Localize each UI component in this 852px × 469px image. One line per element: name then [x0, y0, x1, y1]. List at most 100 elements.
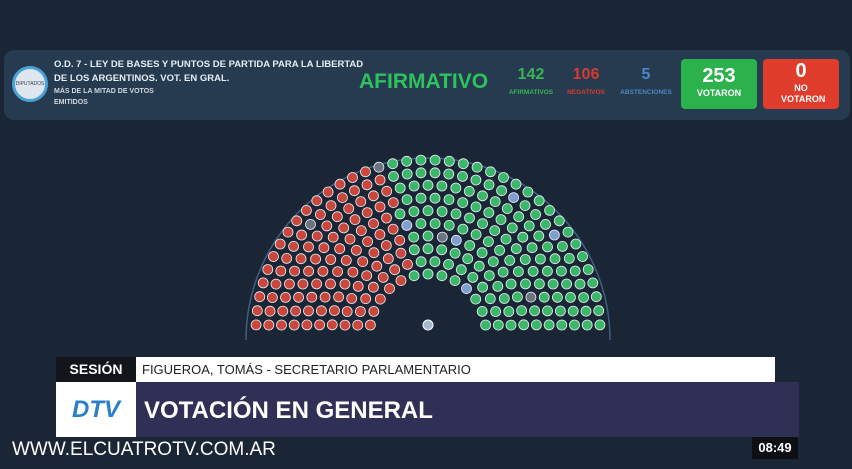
president-seat: [422, 319, 434, 331]
seat-abstention: [450, 234, 462, 246]
seat-negative: [357, 256, 369, 268]
seat-negative: [300, 204, 312, 216]
seat-affirmative: [394, 208, 406, 220]
seat-negative: [293, 291, 305, 303]
seat-affirmative: [470, 174, 482, 186]
seat-affirmative: [590, 291, 602, 303]
seat-affirmative: [529, 305, 540, 317]
seat-absent: [525, 291, 537, 303]
seat-negative: [374, 293, 386, 305]
seat-negative: [374, 201, 386, 213]
seat-affirmative: [577, 251, 588, 262]
seat-affirmative: [542, 241, 553, 253]
seat-affirmative: [408, 244, 420, 256]
seat-negative: [326, 319, 338, 331]
seat-affirmative: [415, 218, 427, 230]
seat-negative: [344, 233, 356, 245]
seat-affirmative: [561, 278, 572, 290]
negativos-count: 106 NEGATIVOS: [567, 66, 605, 96]
seat-affirmative: [436, 244, 448, 256]
seat-affirmative: [436, 270, 448, 282]
seat-affirmative: [527, 265, 539, 277]
seat-affirmative: [535, 253, 546, 265]
seat-negative: [311, 195, 323, 207]
seat-affirmative: [533, 195, 545, 207]
seat-affirmative: [436, 206, 448, 217]
seat-negative: [382, 253, 394, 265]
seat-affirmative: [422, 205, 434, 217]
seat-negative: [281, 252, 293, 264]
seat-negative: [270, 278, 282, 290]
seat-affirmative: [544, 204, 555, 216]
seat-negative: [325, 200, 337, 212]
majority-rule: MÁS DE LA MITAD DE VOTOS EMITIDOS: [54, 88, 154, 106]
seat-affirmative: [422, 268, 434, 280]
seat-negative: [374, 174, 386, 186]
seat-affirmative: [569, 265, 581, 277]
seat-negative: [374, 229, 386, 240]
seat-negative: [263, 319, 275, 331]
seat-negative: [311, 230, 323, 242]
seat-negative: [268, 251, 279, 262]
seat-negative: [361, 179, 373, 191]
seat-affirmative: [510, 178, 522, 190]
seat-affirmative: [593, 305, 605, 317]
seat-affirmative: [523, 220, 535, 232]
seat-affirmative: [487, 256, 499, 268]
seat-negative: [381, 185, 393, 197]
speaker-name: FIGUEROA, TOMÁS - SECRETARIO PARLAMENTAR…: [136, 357, 775, 382]
seat-negative: [250, 319, 262, 331]
seat-affirmative: [429, 154, 441, 166]
seat-negative: [283, 278, 295, 290]
seat-abstention: [549, 229, 560, 241]
seat-affirmative: [556, 265, 567, 277]
seat-affirmative: [538, 291, 550, 303]
seat-affirmative: [582, 264, 594, 275]
seat-negative: [339, 319, 351, 331]
seat-negative: [384, 283, 395, 295]
seat-affirmative: [470, 229, 482, 240]
seat-affirmative: [498, 293, 510, 304]
seat-negative: [317, 265, 329, 277]
seat-negative: [310, 253, 322, 265]
hemicycle-outline: [245, 157, 611, 341]
seat-negative: [350, 244, 362, 256]
seat-negative: [343, 203, 355, 215]
seat-affirmative: [415, 256, 427, 268]
seat-affirmative: [513, 211, 525, 223]
seat-negative: [275, 265, 287, 277]
seat-negative: [288, 319, 300, 331]
seat-negative: [395, 247, 407, 259]
seat-affirmative: [519, 200, 531, 212]
seat-affirmative: [388, 170, 399, 182]
seat-negative: [291, 215, 303, 227]
channel-logo: DTV: [56, 382, 136, 437]
seat-negative: [368, 305, 380, 317]
seat-negative: [395, 275, 407, 287]
seat-affirmative: [549, 253, 561, 265]
seat-affirmative: [483, 179, 495, 191]
seat-affirmative: [443, 219, 455, 231]
seat-affirmative: [483, 270, 495, 282]
seat-negative: [349, 214, 361, 226]
seat-affirmative: [494, 244, 506, 256]
seat-affirmative: [464, 212, 475, 224]
seat-affirmative: [422, 243, 434, 255]
seat-negative: [334, 178, 346, 190]
seat-affirmative: [501, 203, 513, 215]
seat-negative: [266, 292, 278, 303]
seat-absent: [305, 218, 316, 230]
seat-abstention: [508, 192, 519, 204]
seat-affirmative: [415, 167, 427, 179]
seat-affirmative: [429, 218, 441, 230]
diputados-logo: DIPUTADOS: [12, 66, 48, 102]
seat-affirmative: [473, 260, 485, 272]
seat-negative: [389, 264, 401, 276]
seat-negative: [296, 229, 308, 241]
seat-negative: [328, 305, 340, 317]
seat-negative: [290, 305, 302, 317]
seat-affirmative: [522, 186, 534, 198]
seat-negative: [257, 277, 269, 289]
seat-negative: [327, 231, 339, 243]
seat-affirmative: [553, 215, 565, 227]
